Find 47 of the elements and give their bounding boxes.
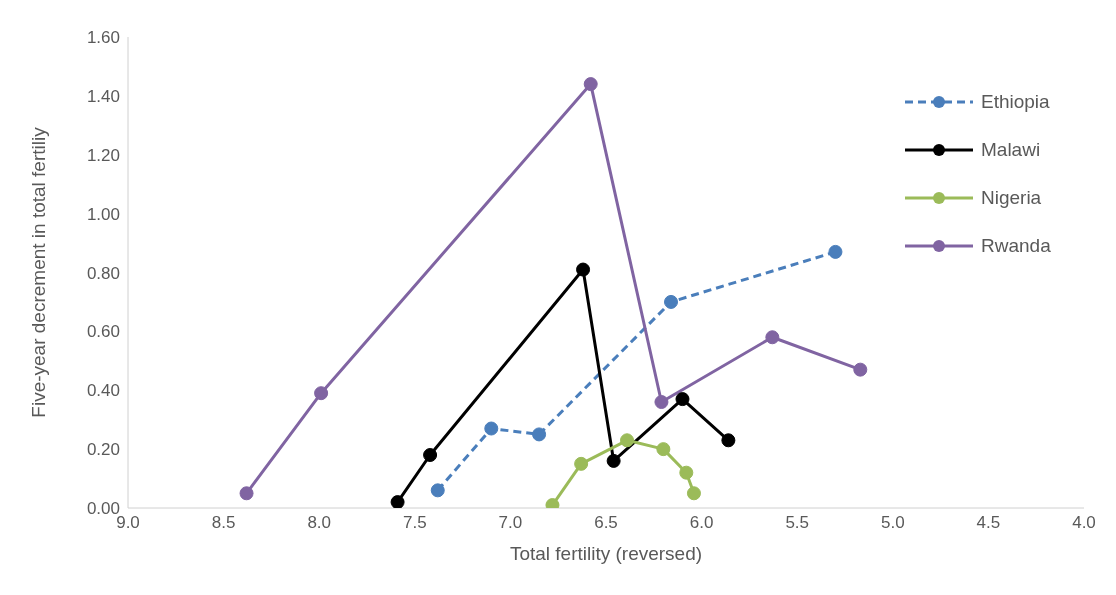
legend-label: Nigeria [981, 187, 1042, 209]
x-tick-label: 4.5 [976, 513, 1001, 533]
point [239, 486, 254, 501]
x-tick-label: 9.0 [116, 513, 140, 533]
point [576, 262, 591, 277]
x-tick-label: 7.0 [498, 513, 523, 533]
point [656, 442, 671, 457]
point [532, 427, 547, 442]
x-tick-label: 8.0 [307, 513, 332, 533]
point [853, 362, 868, 377]
point [620, 433, 635, 448]
point [423, 448, 438, 463]
y-tick-label: 1.60 [86, 28, 120, 48]
point [686, 486, 701, 501]
point [721, 433, 736, 448]
legend-label: Malawi [981, 139, 1041, 161]
point [430, 483, 445, 498]
x-tick-label: 6.5 [594, 513, 618, 533]
x-tick-label: 6.0 [689, 513, 714, 533]
x-tick-label: 5.5 [785, 513, 810, 533]
y-tick-label: 0.20 [86, 440, 120, 460]
point [314, 386, 329, 401]
x-tick-label: 4.0 [1072, 513, 1096, 533]
x-tick-label: 5.0 [880, 513, 905, 533]
x-tick-label: 7.5 [402, 513, 427, 533]
point [654, 395, 669, 410]
y-tick-label: 0.40 [86, 381, 120, 401]
point [574, 456, 589, 471]
point [765, 330, 780, 345]
point [484, 421, 499, 436]
x-tick-label: 8.5 [211, 513, 236, 533]
point [390, 495, 405, 508]
point [675, 392, 690, 407]
point [583, 77, 598, 92]
y-tick-label: 1.00 [86, 204, 120, 224]
point [679, 465, 694, 480]
y-tick-label: 0.80 [86, 263, 120, 283]
point [606, 453, 621, 468]
y-tick-label: 0.60 [86, 322, 120, 342]
legend-label: Ethiopia [981, 91, 1050, 113]
y-tick-label: 1.20 [86, 145, 120, 165]
point [828, 244, 843, 259]
x-axis-title: Total fertility (reversed) [509, 543, 703, 564]
point [664, 294, 679, 309]
y-tick-label: 1.40 [86, 86, 120, 106]
y-axis-title: Five-year decrement in total fertiliy [27, 126, 49, 418]
legend-label: Rwanda [981, 235, 1051, 257]
